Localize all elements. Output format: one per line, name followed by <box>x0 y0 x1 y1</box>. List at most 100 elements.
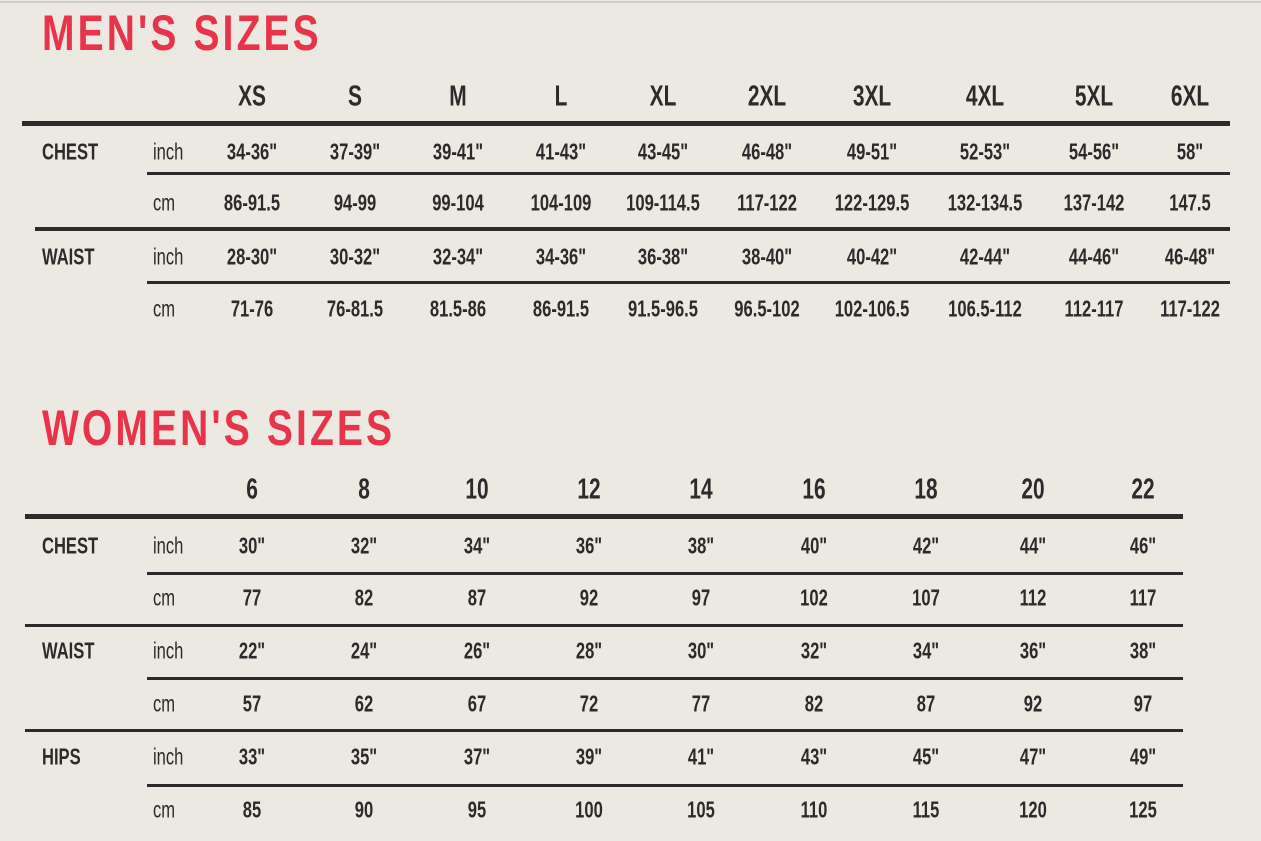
size-value: 39" <box>575 743 603 770</box>
size-value: 117-122 <box>1160 295 1220 322</box>
size-value: 32" <box>800 637 828 664</box>
size-value: 82 <box>354 584 374 611</box>
size-value: 42" <box>912 532 940 559</box>
size-header: 4XL <box>965 80 1005 113</box>
size-value: 39-41" <box>432 138 484 165</box>
size-header: 18 <box>914 473 938 506</box>
size-value: 35" <box>350 743 378 770</box>
size-value: 99-104 <box>432 189 484 216</box>
size-value: 112-117 <box>1064 295 1124 322</box>
size-value: 97 <box>1133 690 1153 717</box>
row-divider <box>147 784 1183 787</box>
size-value: 92 <box>579 584 599 611</box>
size-value: 147.5 <box>1169 189 1211 216</box>
size-value: 109-114.5 <box>626 189 700 216</box>
measure-label: CHEST <box>42 532 99 559</box>
size-value: 38" <box>1129 637 1157 664</box>
size-value: 58" <box>1176 138 1204 165</box>
size-value: 90 <box>354 796 374 823</box>
size-value: 41-43" <box>535 138 587 165</box>
size-value: 52-53" <box>959 138 1011 165</box>
size-header: 22 <box>1131 473 1155 506</box>
unit-label: inch <box>153 243 184 270</box>
header-rule <box>22 121 1230 126</box>
size-value: 71-76 <box>230 295 274 322</box>
size-value: 47" <box>1019 743 1047 770</box>
size-header: 2XL <box>747 80 787 113</box>
row-divider <box>25 729 1183 732</box>
header-rule <box>25 514 1183 519</box>
measure-label: CHEST <box>42 138 99 165</box>
size-value: 34-36" <box>226 138 278 165</box>
size-value: 43" <box>800 743 828 770</box>
size-header: 6 <box>246 473 258 506</box>
unit-label: inch <box>153 637 184 664</box>
size-value: 82 <box>804 690 824 717</box>
size-header: 10 <box>465 473 489 506</box>
size-value: 26" <box>463 637 491 664</box>
size-value: 95 <box>467 796 487 823</box>
size-value: 28" <box>575 637 603 664</box>
womens-title: WOMEN'S SIZES <box>42 400 396 456</box>
size-value: 36" <box>1019 637 1047 664</box>
size-value: 49" <box>1129 743 1157 770</box>
size-value: 30" <box>687 637 715 664</box>
size-value: 30" <box>238 532 266 559</box>
size-value: 57 <box>242 690 262 717</box>
unit-label: cm <box>153 295 176 322</box>
unit-label: inch <box>153 532 184 559</box>
row-divider <box>25 624 1183 627</box>
size-value: 38" <box>687 532 715 559</box>
unit-label: cm <box>153 189 176 216</box>
size-value: 46-48" <box>741 138 793 165</box>
size-header: 14 <box>689 473 713 506</box>
size-value: 45" <box>912 743 940 770</box>
size-value: 105 <box>687 796 715 823</box>
size-value: 34" <box>912 637 940 664</box>
size-value: 30-32" <box>329 243 381 270</box>
size-value: 46" <box>1129 532 1157 559</box>
size-value: 37-39" <box>329 138 381 165</box>
size-value: 28-30" <box>226 243 278 270</box>
size-value: 96.5-102 <box>734 295 800 322</box>
size-value: 32-34" <box>432 243 484 270</box>
size-value: 44-46" <box>1068 243 1120 270</box>
size-value: 54-56" <box>1068 138 1120 165</box>
size-value: 24" <box>350 637 378 664</box>
size-header: 5XL <box>1074 80 1114 113</box>
top-border <box>0 1 1261 3</box>
size-header: 20 <box>1021 473 1045 506</box>
row-divider <box>35 227 1230 231</box>
size-value: 91.5-96.5 <box>628 295 698 322</box>
size-value: 92 <box>1023 690 1043 717</box>
unit-label: inch <box>153 138 184 165</box>
size-value: 81.5-86 <box>429 295 487 322</box>
size-header: XL <box>649 80 677 113</box>
size-header: M <box>449 80 467 113</box>
mens-title: MEN'S SIZES <box>42 5 322 61</box>
size-value: 110 <box>800 796 828 823</box>
size-value: 107 <box>912 584 940 611</box>
size-value: 120 <box>1019 796 1047 823</box>
size-header: 3XL <box>852 80 892 113</box>
size-value: 36" <box>575 532 603 559</box>
size-value: 104-109 <box>530 189 592 216</box>
measure-label: WAIST <box>42 243 95 270</box>
size-value: 97 <box>691 584 711 611</box>
size-value: 100 <box>575 796 603 823</box>
size-value: 40-42" <box>846 243 898 270</box>
measure-label: WAIST <box>42 637 95 664</box>
size-value: 122-129.5 <box>834 189 910 216</box>
size-value: 34-36" <box>535 243 587 270</box>
size-value: 49-51" <box>846 138 898 165</box>
size-value: 94-99 <box>333 189 377 216</box>
size-value: 87 <box>916 690 936 717</box>
size-header: 16 <box>802 473 826 506</box>
size-value: 41" <box>687 743 715 770</box>
row-divider <box>147 677 1183 680</box>
size-value: 72 <box>579 690 599 717</box>
size-value: 102 <box>800 584 828 611</box>
size-value: 33" <box>238 743 266 770</box>
size-value: 76-81.5 <box>326 295 384 322</box>
size-value: 77 <box>691 690 711 717</box>
